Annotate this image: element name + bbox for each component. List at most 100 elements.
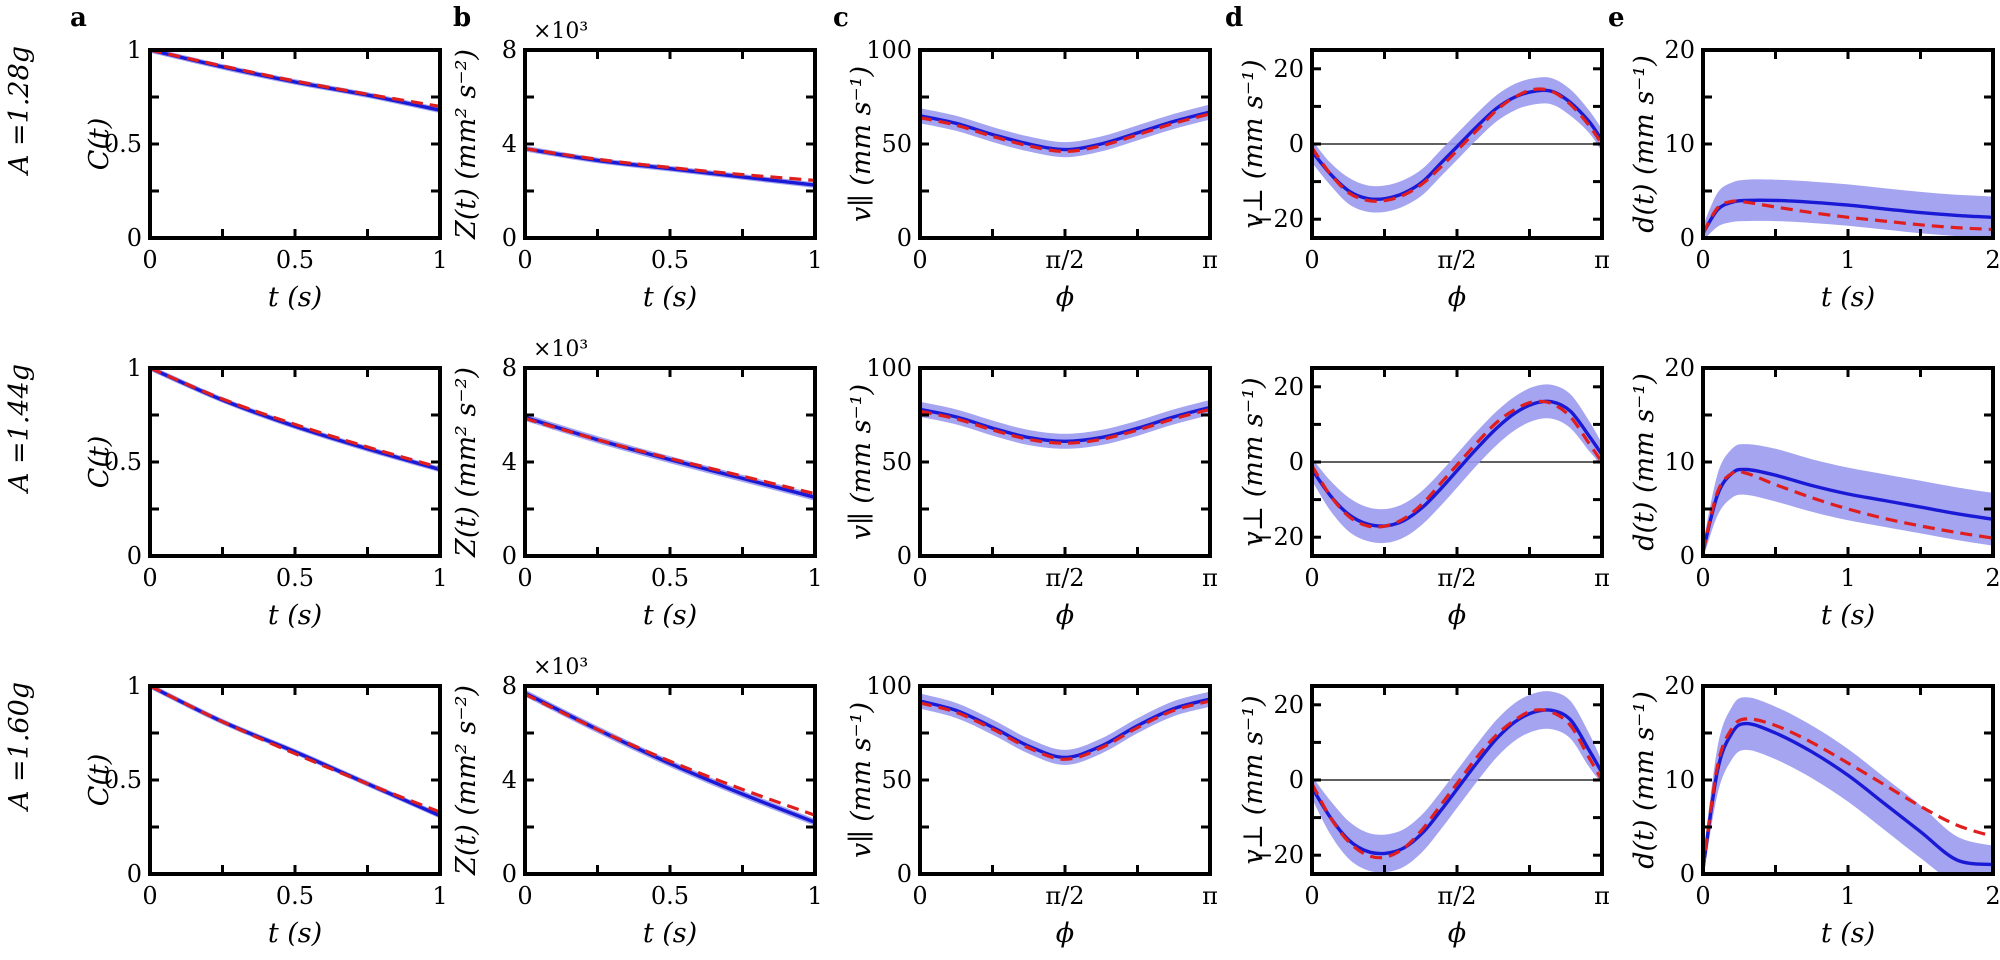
- y-tick-label: 0: [897, 542, 912, 570]
- confidence-band: [525, 413, 815, 501]
- model-series-line: [525, 416, 815, 496]
- x-tick-label: 1: [432, 246, 447, 274]
- axes-frame: [523, 48, 817, 240]
- x-tick-label: 0: [1304, 564, 1319, 592]
- x-tick-label: π: [1202, 246, 1218, 274]
- x-axis-label: ϕ: [1056, 282, 1074, 313]
- x-axis-label: t (s): [268, 600, 322, 631]
- x-tick-label: 0.5: [276, 882, 314, 910]
- y-tick-label: 0.5: [104, 448, 142, 476]
- y-tick-label: 0: [1680, 860, 1695, 888]
- plot-area: [525, 689, 815, 826]
- y-axis-label: d(t) (mm s⁻¹): [1629, 55, 1660, 233]
- x-tick-label: 0: [1695, 246, 1710, 274]
- y-axis-label: v∥ (mm s⁻¹): [846, 702, 877, 858]
- x-tick-label: π: [1594, 246, 1610, 274]
- axes-frame: [148, 366, 442, 558]
- mean-series-line: [150, 686, 440, 818]
- axes-frame: [1310, 366, 1604, 558]
- y-axis-label: Z(t) (mm² s⁻²): [451, 685, 482, 876]
- x-axis-label: ϕ: [1056, 918, 1074, 949]
- y-axis-label: v∥ (mm s⁻¹): [846, 384, 877, 540]
- confidence-band: [1703, 444, 1993, 556]
- column-labels: a b c d e: [70, 3, 1625, 33]
- x-tick-label: π/2: [1045, 882, 1084, 910]
- y-tick-label: 1: [127, 354, 142, 382]
- plot-area: [525, 413, 815, 501]
- x-tick-label: 0: [912, 246, 927, 274]
- plot-area: [920, 400, 1210, 449]
- x-tick-label: 1: [1840, 246, 1855, 274]
- y-tick-label: 8: [502, 36, 517, 64]
- row-label-1: A =1.28g: [4, 46, 35, 177]
- y-axis-label: v⊥ (mm s⁻¹): [1238, 59, 1269, 228]
- model-series-line: [525, 692, 815, 817]
- x-axis-label: t (s): [268, 282, 322, 313]
- y-axis-label: v⊥ (mm s⁻¹): [1238, 377, 1269, 546]
- x-tick-label: π/2: [1045, 246, 1084, 274]
- x-tick-label: 2: [1985, 246, 2000, 274]
- plot-area: [920, 104, 1210, 158]
- y-tick-label: 1: [127, 36, 142, 64]
- axes-frame: [918, 48, 1212, 240]
- y-tick-label: 10: [1664, 130, 1695, 158]
- column-label-a: a: [70, 3, 87, 33]
- x-tick-label: 0.5: [651, 564, 689, 592]
- plot-area: [525, 145, 815, 188]
- x-tick-label: π: [1594, 882, 1610, 910]
- axes-frame: [1310, 48, 1604, 240]
- y-tick-label: 0: [127, 224, 142, 252]
- model-series-line: [1312, 708, 1602, 860]
- plot-area: [150, 50, 440, 113]
- y-tick-label: 1: [127, 672, 142, 700]
- plot-area: [1703, 179, 1993, 238]
- x-tick-label: 2: [1985, 882, 2000, 910]
- panel-c-row2: 0 π/2 π 0 50 100 ϕ v∥ (mm s⁻¹): [846, 354, 1218, 631]
- x-tick-label: π/2: [1437, 882, 1476, 910]
- mean-series-line: [920, 110, 1210, 152]
- y-tick-label: 20: [1664, 354, 1695, 382]
- row-label-2: A =1.44g: [4, 364, 35, 495]
- y-axis-label: C(t): [84, 754, 115, 807]
- x-tick-label: 0: [517, 882, 532, 910]
- y-tick-label: 4: [502, 130, 517, 158]
- axes-frame: [918, 684, 1212, 876]
- x-tick-label: 1: [432, 564, 447, 592]
- mean-series-line: [1703, 721, 1993, 870]
- plot-area: [1703, 697, 1993, 874]
- x-axis-label: t (s): [643, 918, 697, 949]
- x-tick-label: 0: [912, 882, 927, 910]
- y-tick-label: −20: [1253, 841, 1304, 869]
- mean-series-line: [150, 50, 440, 112]
- y-tick-label: 20: [1664, 672, 1695, 700]
- y-tick-label: 20: [1273, 373, 1304, 401]
- y-tick-label: 20: [1273, 55, 1304, 83]
- x-axis-label: t (s): [1821, 600, 1875, 631]
- y-tick-label: −20: [1253, 523, 1304, 551]
- model-series-line: [150, 50, 440, 108]
- y-tick-label: 0.5: [104, 130, 142, 158]
- x-tick-label: 0.5: [651, 882, 689, 910]
- x-tick-label: 0: [1695, 882, 1710, 910]
- y-tick-label: 0: [897, 860, 912, 888]
- y-axis-label: d(t) (mm s⁻¹): [1629, 691, 1660, 869]
- y-tick-label: 0: [127, 860, 142, 888]
- x-tick-label: π/2: [1045, 564, 1084, 592]
- model-series-line: [1312, 87, 1602, 203]
- y-tick-label: 4: [502, 766, 517, 794]
- x-axis-label: t (s): [643, 600, 697, 631]
- x-tick-label: 0: [1695, 564, 1710, 592]
- model-series-line: [1703, 199, 1993, 235]
- y-tick-label: 0: [897, 224, 912, 252]
- x-tick-label: 1: [807, 564, 822, 592]
- mean-series-line: [1312, 708, 1602, 856]
- y-axis-label: C(t): [84, 436, 115, 489]
- y-tick-label: 100: [866, 354, 912, 382]
- mean-series-line: [1312, 399, 1602, 528]
- x-tick-label: π/2: [1437, 564, 1476, 592]
- x-axis-label: ϕ: [1448, 282, 1466, 313]
- model-series-line: [150, 686, 440, 814]
